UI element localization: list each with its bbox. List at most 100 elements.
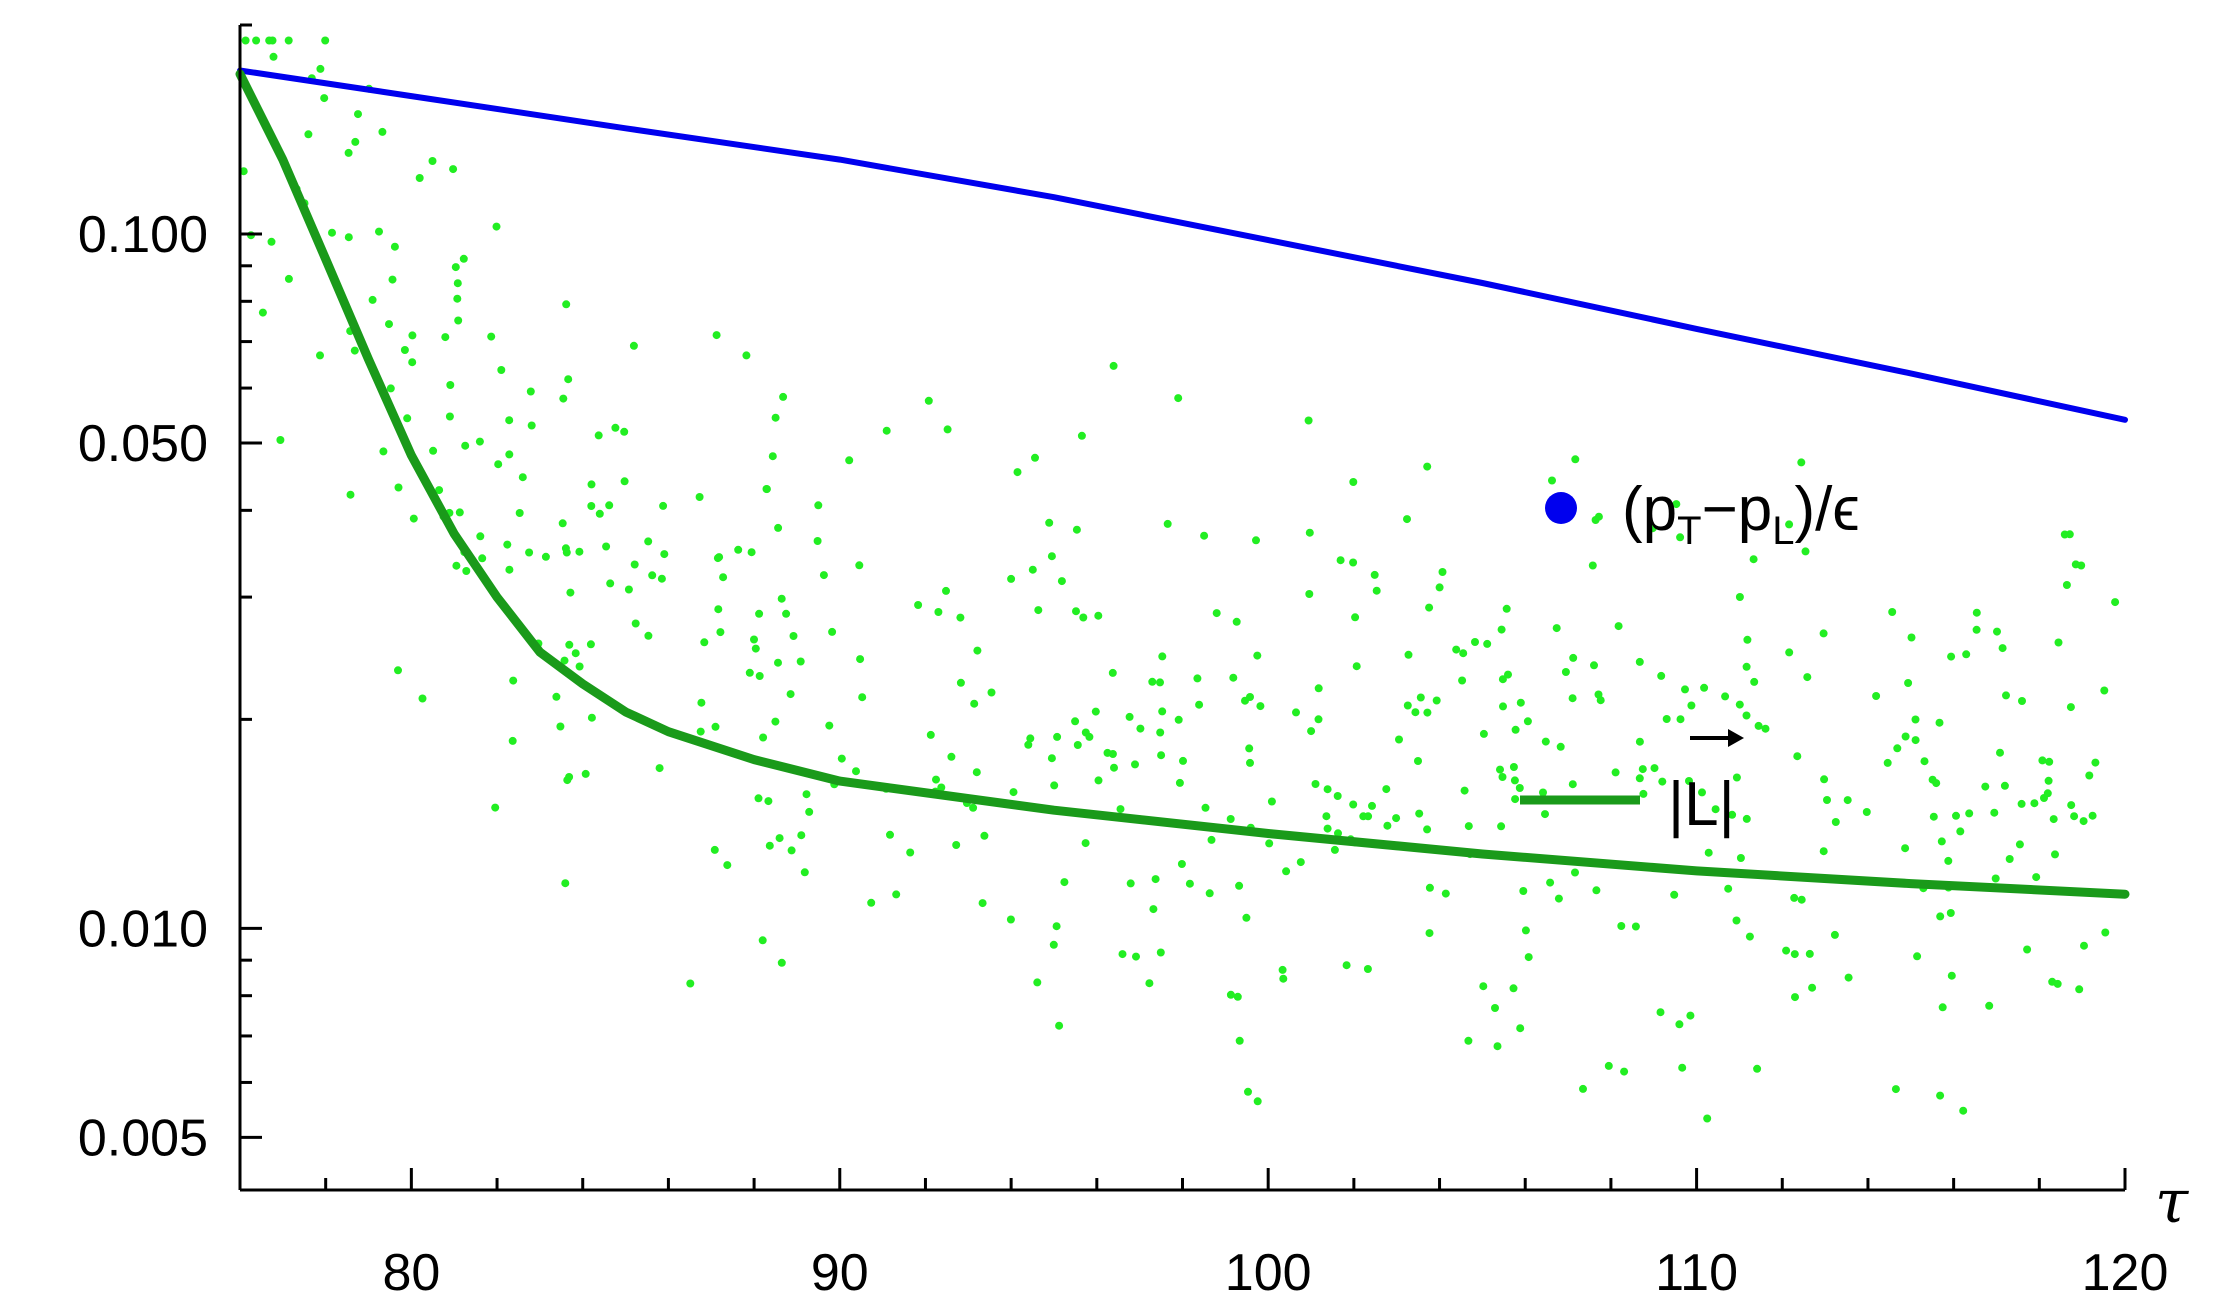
scatter-point — [1556, 742, 1565, 751]
scatter-point — [771, 717, 780, 726]
scatter-point — [1432, 696, 1441, 705]
scatter-point — [1471, 638, 1479, 646]
scatter-point — [1404, 650, 1413, 659]
scatter-point — [1502, 604, 1511, 613]
scatter-point — [1509, 763, 1518, 771]
scatter-point — [1425, 883, 1434, 892]
scatter-point — [525, 548, 534, 557]
scatter-point — [1981, 782, 1990, 791]
scatter-point — [1333, 792, 1342, 800]
scatter-point — [787, 846, 796, 855]
scatter-point — [1342, 961, 1351, 970]
scatter-point — [1579, 1084, 1587, 1093]
scatter-point — [1193, 674, 1202, 683]
scatter-point — [1819, 847, 1828, 856]
scatter-point — [1296, 858, 1305, 867]
scatter-point — [1754, 721, 1763, 730]
scatter-point — [710, 845, 719, 854]
scatter-point — [777, 594, 786, 603]
scatter-point — [2075, 985, 2084, 994]
scatter-point — [556, 722, 565, 731]
scatter-point — [445, 412, 454, 421]
scatter-point — [526, 387, 535, 396]
scatter-point — [1363, 965, 1372, 973]
scatter-point — [561, 879, 570, 888]
scatter-point — [1510, 776, 1519, 785]
scatter-point — [602, 542, 611, 551]
series-lines — [235, 67, 2130, 899]
scatter-point — [1241, 696, 1249, 705]
scatter-point — [657, 574, 666, 583]
scatter-point — [1174, 394, 1183, 403]
scatter-point — [2048, 977, 2057, 986]
scatter-point — [1588, 561, 1597, 570]
scatter-point — [508, 736, 517, 745]
scatter-point — [316, 64, 325, 73]
scatter-point — [1118, 950, 1127, 959]
scatter-point — [2079, 817, 2088, 826]
scatter-point — [786, 690, 795, 699]
scatter-point — [1033, 978, 1042, 987]
scatter-point — [716, 628, 725, 637]
scatter-point — [969, 803, 978, 812]
scatter-point — [1546, 878, 1555, 887]
scatter-point — [1935, 718, 1944, 727]
scatter-point — [1368, 801, 1376, 810]
scatter-point — [1458, 676, 1467, 685]
scatter-point — [452, 561, 461, 570]
scatter-point — [624, 585, 633, 594]
scatter-point — [644, 631, 653, 640]
scatter-point — [1026, 734, 1035, 743]
scatter-point — [886, 830, 894, 839]
scatter-point — [1108, 668, 1117, 677]
scatter-point — [1511, 795, 1520, 804]
scatter-point — [1452, 645, 1461, 654]
y-tick-label: 0.050 — [78, 415, 208, 473]
scatter-point — [1109, 361, 1118, 370]
scatter-point — [1516, 1024, 1525, 1033]
scatter-point — [970, 699, 979, 708]
scatter-point — [845, 456, 854, 465]
scatter-point — [1785, 520, 1794, 529]
scatter-point — [1110, 763, 1118, 772]
scatter-point — [611, 423, 620, 432]
scatter-point — [1498, 675, 1507, 684]
scatter-point — [2101, 928, 2110, 937]
scatter-point — [1681, 685, 1689, 694]
scatter-point — [774, 523, 783, 532]
scatter-point — [563, 776, 572, 785]
scatter-point — [1648, 524, 1657, 533]
scatter-point — [1071, 717, 1080, 726]
scatter-point — [1229, 673, 1238, 682]
scatter-point — [1515, 784, 1524, 792]
scatter-point — [606, 579, 615, 588]
scatter-point — [2038, 756, 2047, 765]
scatter-point — [1497, 625, 1506, 634]
scatter-point — [1136, 724, 1145, 733]
scatter-point — [1946, 909, 1955, 917]
scatter-point — [1024, 740, 1033, 749]
scatter-point — [750, 635, 758, 644]
scatter-point — [562, 300, 571, 309]
scatter-point — [394, 483, 403, 492]
scatter-point — [1435, 583, 1444, 592]
scatter-point — [1745, 932, 1754, 941]
scatter-point — [1132, 952, 1140, 961]
scatter-point — [1920, 757, 1929, 766]
scatter-point — [1235, 1036, 1244, 1045]
axes — [238, 25, 2125, 1192]
scatter-point — [1349, 478, 1358, 486]
scatter-point — [2044, 776, 2053, 785]
scatter-point — [734, 545, 743, 554]
scatter-point — [1736, 854, 1745, 862]
scatter-point — [686, 979, 695, 988]
scatter-point — [1395, 735, 1403, 744]
vector-arrow-icon — [1690, 729, 1744, 747]
scatter-point — [777, 958, 786, 967]
scatter-point — [1782, 946, 1791, 955]
scatter-point — [2067, 801, 2076, 810]
scatter-point — [1830, 930, 1839, 939]
scatter-point — [1911, 736, 1920, 745]
scatter-point — [1554, 894, 1563, 903]
scatter-point — [2071, 560, 2080, 569]
